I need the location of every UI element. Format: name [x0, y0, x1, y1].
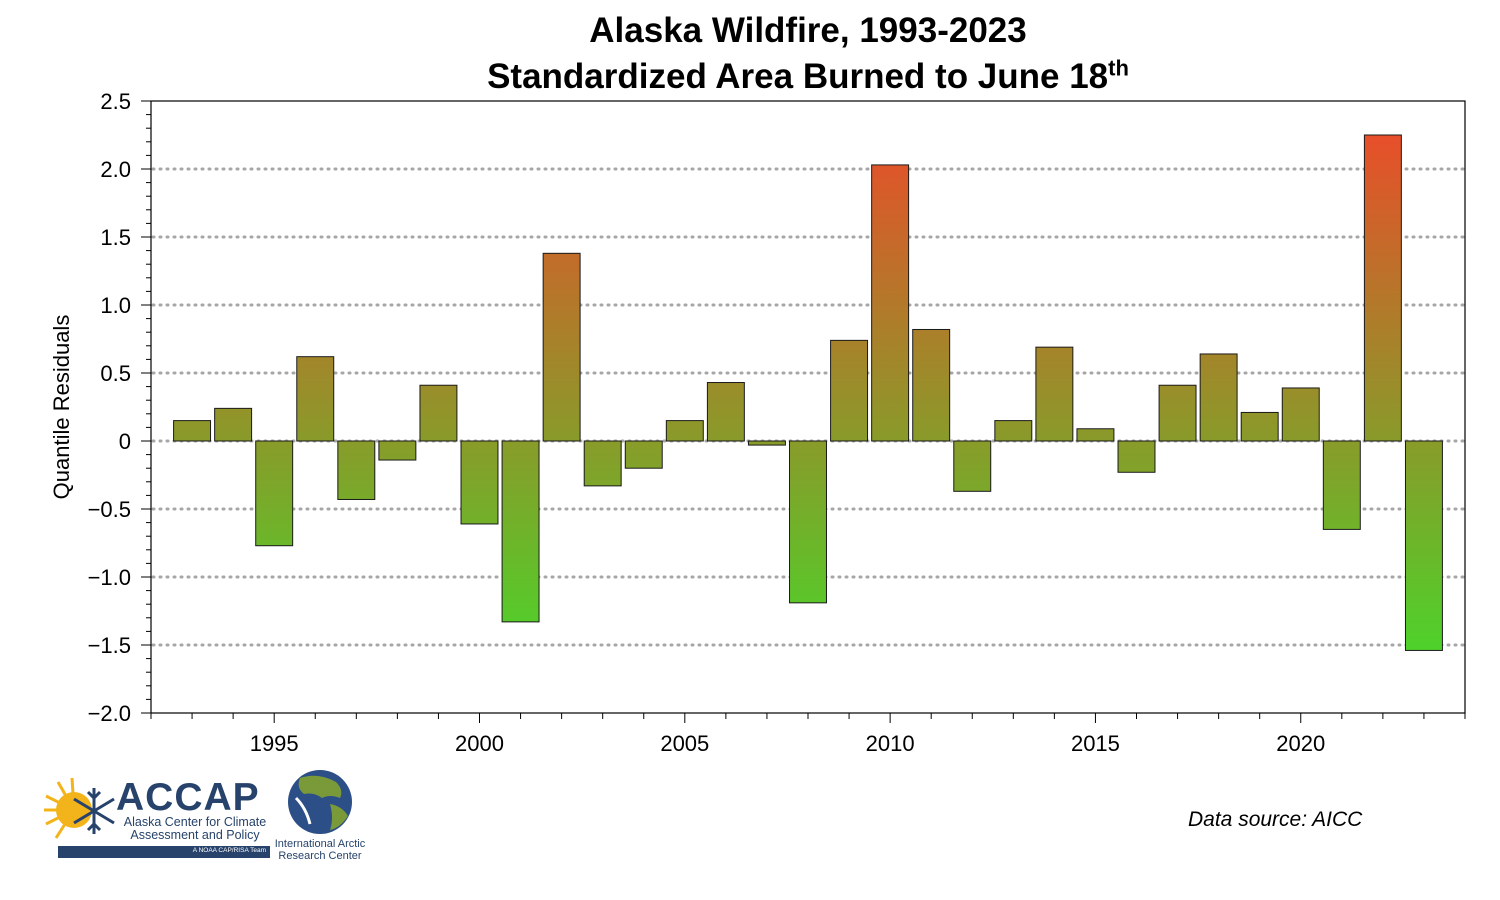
title-line-2-text: Standardized Area Burned to June 18 — [487, 57, 1109, 96]
title-line-1: Alaska Wildfire, 1993-2023 — [589, 11, 1027, 50]
bar-1994 — [214, 407, 253, 442]
bar-2010 — [871, 164, 910, 442]
bar-2014 — [1035, 346, 1074, 442]
bar-2022 — [1363, 134, 1402, 442]
bar-2001 — [501, 440, 540, 623]
plot-frame — [150, 100, 1466, 714]
bar-1993 — [173, 420, 212, 442]
bar-2009 — [830, 339, 869, 442]
bar-2020 — [1281, 387, 1320, 442]
y-tick-label: 0.5 — [100, 361, 131, 386]
x-tick-label: 2005 — [660, 731, 709, 756]
bar-2000 — [460, 440, 499, 525]
bar-2006 — [706, 382, 745, 442]
accap-subtitle-line-1: Alaska Center for Climate — [123, 815, 267, 829]
bar-2005 — [665, 420, 704, 442]
y-tick-labels: 2.5 2.0 1.5 1.0 0.5 0 −0.5 −1.0 −1.5 −2.0 — [88, 89, 131, 726]
data-source-note: Data source: AICC — [1188, 808, 1363, 831]
x-tick-label: 2015 — [1071, 731, 1120, 756]
y-tick-label: −2.0 — [88, 701, 131, 726]
globe-icon — [288, 770, 352, 834]
title-superscript: th — [1108, 55, 1129, 81]
bar-2021 — [1322, 440, 1361, 530]
bar-2012 — [953, 440, 992, 492]
bar-2019 — [1240, 411, 1279, 442]
bar-1999 — [419, 384, 458, 442]
bar-2003 — [583, 440, 622, 487]
accap-logo: ACCAP Alaska Center for Climate Assessme… — [42, 774, 272, 860]
y-tick-label: 1.0 — [100, 293, 131, 318]
x-tick-label: 2020 — [1276, 731, 1325, 756]
x-tick-label: 2000 — [455, 731, 504, 756]
bar-1995 — [255, 440, 294, 547]
x-tick-label: 1995 — [250, 731, 299, 756]
bar-2013 — [994, 420, 1033, 442]
bar-2023 — [1404, 440, 1443, 651]
x-tick-labels: 1995 2000 2005 2010 2015 2020 — [250, 731, 1326, 756]
chart-title: Alaska Wildfire, 1993-2023 Standardized … — [150, 8, 1466, 100]
y-tick-label: −1.0 — [88, 565, 131, 590]
accap-subtitle: Alaska Center for Climate Assessment and… — [120, 816, 270, 842]
iarc-name-line-1: International Arctic — [274, 838, 366, 850]
y-axis-label: Quantile Residuals — [49, 314, 74, 500]
axis-ticks — [141, 100, 1466, 723]
iarc-logo: International Arctic Research Center — [270, 768, 380, 868]
x-tick-label: 2010 — [866, 731, 915, 756]
bar-1996 — [296, 356, 335, 442]
bar-2007 — [747, 440, 786, 446]
bar-2017 — [1158, 384, 1197, 442]
accap-banner: A NOAA CAP/RISA Team — [58, 846, 270, 858]
bar-2016 — [1117, 440, 1156, 473]
y-tick-label: 1.5 — [100, 225, 131, 250]
bars — [173, 134, 1443, 651]
bar-2015 — [1076, 428, 1115, 442]
accap-subtitle-line-2: Assessment and Policy — [130, 828, 260, 842]
accap-tagline: A NOAA CAP/RISA Team — [192, 847, 266, 854]
y-tick-label: 2.5 — [100, 89, 131, 114]
title-line-2: Standardized Area Burned to June 18th — [150, 54, 1466, 100]
sun-snowflake-icon — [44, 777, 115, 839]
accap-wordmark: ACCAP — [116, 776, 260, 819]
bar-2018 — [1199, 353, 1238, 442]
bar-2004 — [624, 440, 663, 469]
iarc-name: International Arctic Research Center — [270, 838, 370, 862]
y-tick-label: 0 — [119, 429, 131, 454]
iarc-name-line-2: Research Center — [278, 850, 362, 862]
bar-1997 — [337, 440, 376, 500]
y-tick-label: −1.5 — [88, 633, 131, 658]
y-tick-label: −0.5 — [88, 497, 131, 522]
bar-2011 — [912, 328, 951, 442]
bar-1998 — [378, 440, 417, 461]
y-tick-label: 2.0 — [100, 157, 131, 182]
bar-2002 — [542, 252, 581, 442]
bar-2008 — [789, 440, 827, 604]
